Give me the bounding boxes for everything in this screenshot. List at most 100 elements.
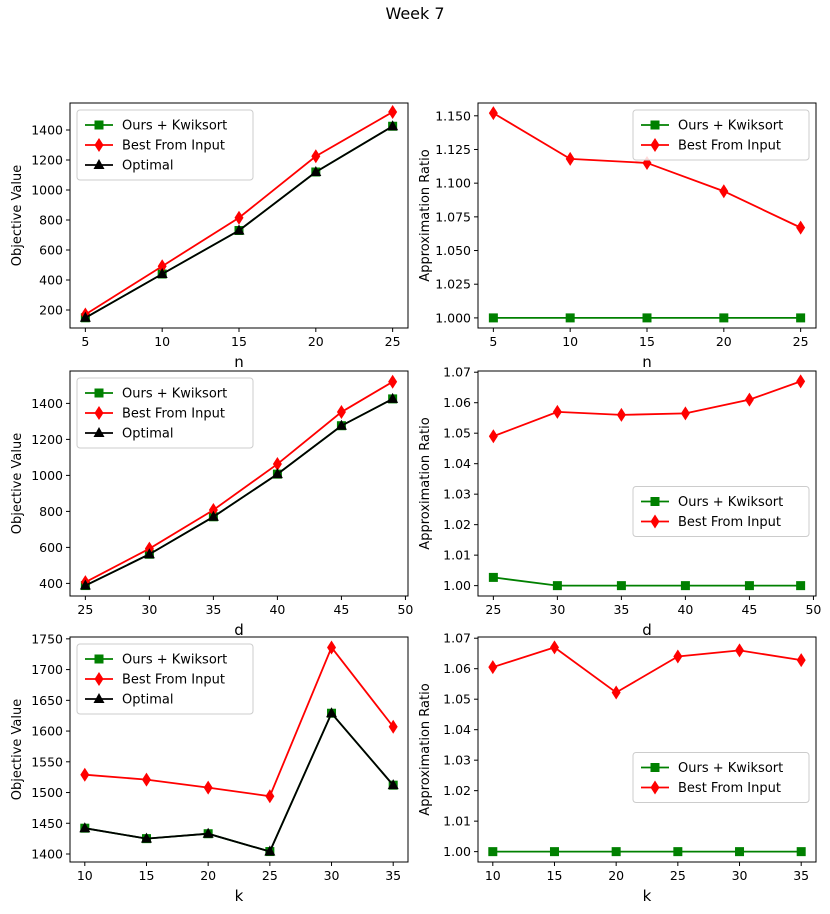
x-tick-label: 35 bbox=[613, 602, 629, 617]
y-tick-label: 1450 bbox=[31, 816, 63, 831]
data-point bbox=[488, 429, 498, 444]
y-tick-label: 1.05 bbox=[443, 692, 471, 707]
data-point bbox=[565, 151, 575, 166]
legend-label: Ours + Kwiksort bbox=[678, 495, 783, 510]
data-point bbox=[488, 572, 498, 582]
data-point bbox=[387, 392, 399, 403]
data-point bbox=[488, 106, 498, 121]
legend-label: Best From Input bbox=[678, 515, 781, 530]
y-tick-label: 1.075 bbox=[435, 209, 471, 224]
x-tick-label: 40 bbox=[269, 602, 285, 617]
data-point bbox=[310, 166, 322, 176]
data-point bbox=[735, 847, 745, 857]
data-point bbox=[387, 120, 399, 131]
legend-label: Ours + Kwiksort bbox=[678, 119, 783, 134]
data-point bbox=[488, 660, 498, 675]
data-point bbox=[796, 313, 806, 323]
data-point bbox=[549, 640, 559, 655]
y-axis-label: Objective Value bbox=[10, 433, 25, 534]
legend-label: Best From Input bbox=[122, 673, 225, 688]
x-tick-label: 10 bbox=[154, 334, 170, 349]
x-tick-label: 10 bbox=[485, 868, 501, 883]
legend-box bbox=[632, 752, 810, 803]
y-tick-label: 400 bbox=[39, 273, 63, 288]
data-point bbox=[488, 847, 498, 857]
x-tick-label: 30 bbox=[549, 602, 565, 617]
data-point bbox=[680, 406, 690, 421]
y-tick-label: 1.025 bbox=[435, 277, 471, 292]
y-tick-label: 1.000 bbox=[435, 310, 471, 325]
y-tick-label: 1.03 bbox=[443, 487, 471, 502]
x-tick-label: 35 bbox=[385, 868, 401, 883]
legend-label: Best From Input bbox=[678, 781, 781, 796]
y-axis-label: Approximation Ratio bbox=[418, 683, 433, 815]
x-tick-label: 10 bbox=[77, 868, 93, 883]
data-point bbox=[796, 847, 806, 857]
data-point bbox=[156, 268, 168, 278]
data-point bbox=[157, 259, 167, 274]
y-tick-label: 1.02 bbox=[443, 783, 471, 798]
y-tick-label: 1.06 bbox=[443, 395, 471, 410]
data-point bbox=[234, 210, 244, 225]
data-point bbox=[327, 640, 337, 655]
x-tick-label: 5 bbox=[81, 334, 89, 349]
data-point bbox=[202, 827, 214, 838]
x-axis-label: n bbox=[642, 353, 652, 371]
data-point bbox=[388, 719, 398, 734]
plot-frame bbox=[69, 636, 409, 863]
y-tick-label: 1.05 bbox=[443, 426, 471, 441]
x-axis-label: n bbox=[234, 353, 244, 371]
data-point bbox=[387, 779, 399, 790]
data-point bbox=[796, 220, 806, 235]
data-point bbox=[143, 548, 155, 559]
chart-panel-3: 25 30 35 40 45 50 400 600 800 1000 1200 1400 d Object… bbox=[10, 370, 413, 639]
legend-marker bbox=[650, 763, 660, 772]
y-tick-label: 800 bbox=[39, 504, 63, 519]
y-tick-label: 1400 bbox=[31, 123, 63, 138]
y-tick-label: 1600 bbox=[31, 724, 63, 739]
plot-frame bbox=[69, 370, 409, 597]
data-point bbox=[680, 581, 690, 591]
x-tick-label: 25 bbox=[485, 602, 501, 617]
plot-frame bbox=[477, 636, 817, 863]
data-point bbox=[336, 405, 346, 420]
data-point bbox=[208, 502, 218, 517]
y-tick-label: 1.04 bbox=[443, 722, 471, 737]
data-point bbox=[565, 313, 575, 323]
legend-marker bbox=[93, 427, 105, 437]
legend-marker bbox=[93, 693, 105, 703]
x-tick-label: 20 bbox=[716, 334, 732, 349]
data-point bbox=[719, 184, 729, 199]
legend-label: Optimal bbox=[122, 159, 173, 174]
y-tick-label: 1550 bbox=[31, 754, 63, 769]
data-point bbox=[272, 457, 282, 472]
legend: Ours + Kwiksort Best From Input bbox=[632, 486, 810, 537]
x-tick-label: 10 bbox=[562, 334, 578, 349]
y-tick-label: 1.03 bbox=[443, 753, 471, 768]
y-tick-label: 1400 bbox=[31, 396, 63, 411]
x-tick-label: 25 bbox=[670, 868, 686, 883]
y-tick-label: 600 bbox=[39, 243, 63, 258]
x-tick-label: 45 bbox=[333, 602, 349, 617]
y-tick-label: 1200 bbox=[31, 432, 63, 447]
y-tick-label: 1200 bbox=[31, 153, 63, 168]
data-point bbox=[79, 311, 91, 322]
data-point bbox=[271, 468, 283, 479]
y-tick-label: 1650 bbox=[31, 693, 63, 708]
data-point bbox=[735, 643, 745, 658]
chart-panel-1: 5 10 15 20 25 200 400 600 800 1000 1200 1400 n Object… bbox=[10, 102, 409, 371]
x-axis-label: d bbox=[642, 621, 652, 639]
data-point bbox=[673, 847, 683, 857]
data-point bbox=[80, 767, 90, 782]
y-tick-label: 1.00 bbox=[443, 578, 471, 593]
chart-panel-6: 10 15 20 25 30 35 1.00 1.01 1.02 1.03 1.04 1.05 1.06… bbox=[418, 631, 817, 905]
y-tick-label: 1.00 bbox=[443, 844, 471, 859]
x-axis-label: k bbox=[643, 887, 652, 905]
x-tick-label: 5 bbox=[489, 334, 497, 349]
y-axis-label: Approximation Ratio bbox=[418, 417, 433, 549]
data-point bbox=[673, 649, 683, 664]
legend-box bbox=[632, 486, 810, 537]
x-tick-label: 25 bbox=[793, 334, 809, 349]
x-tick-label: 25 bbox=[262, 868, 278, 883]
series-line-3 bbox=[84, 711, 394, 853]
